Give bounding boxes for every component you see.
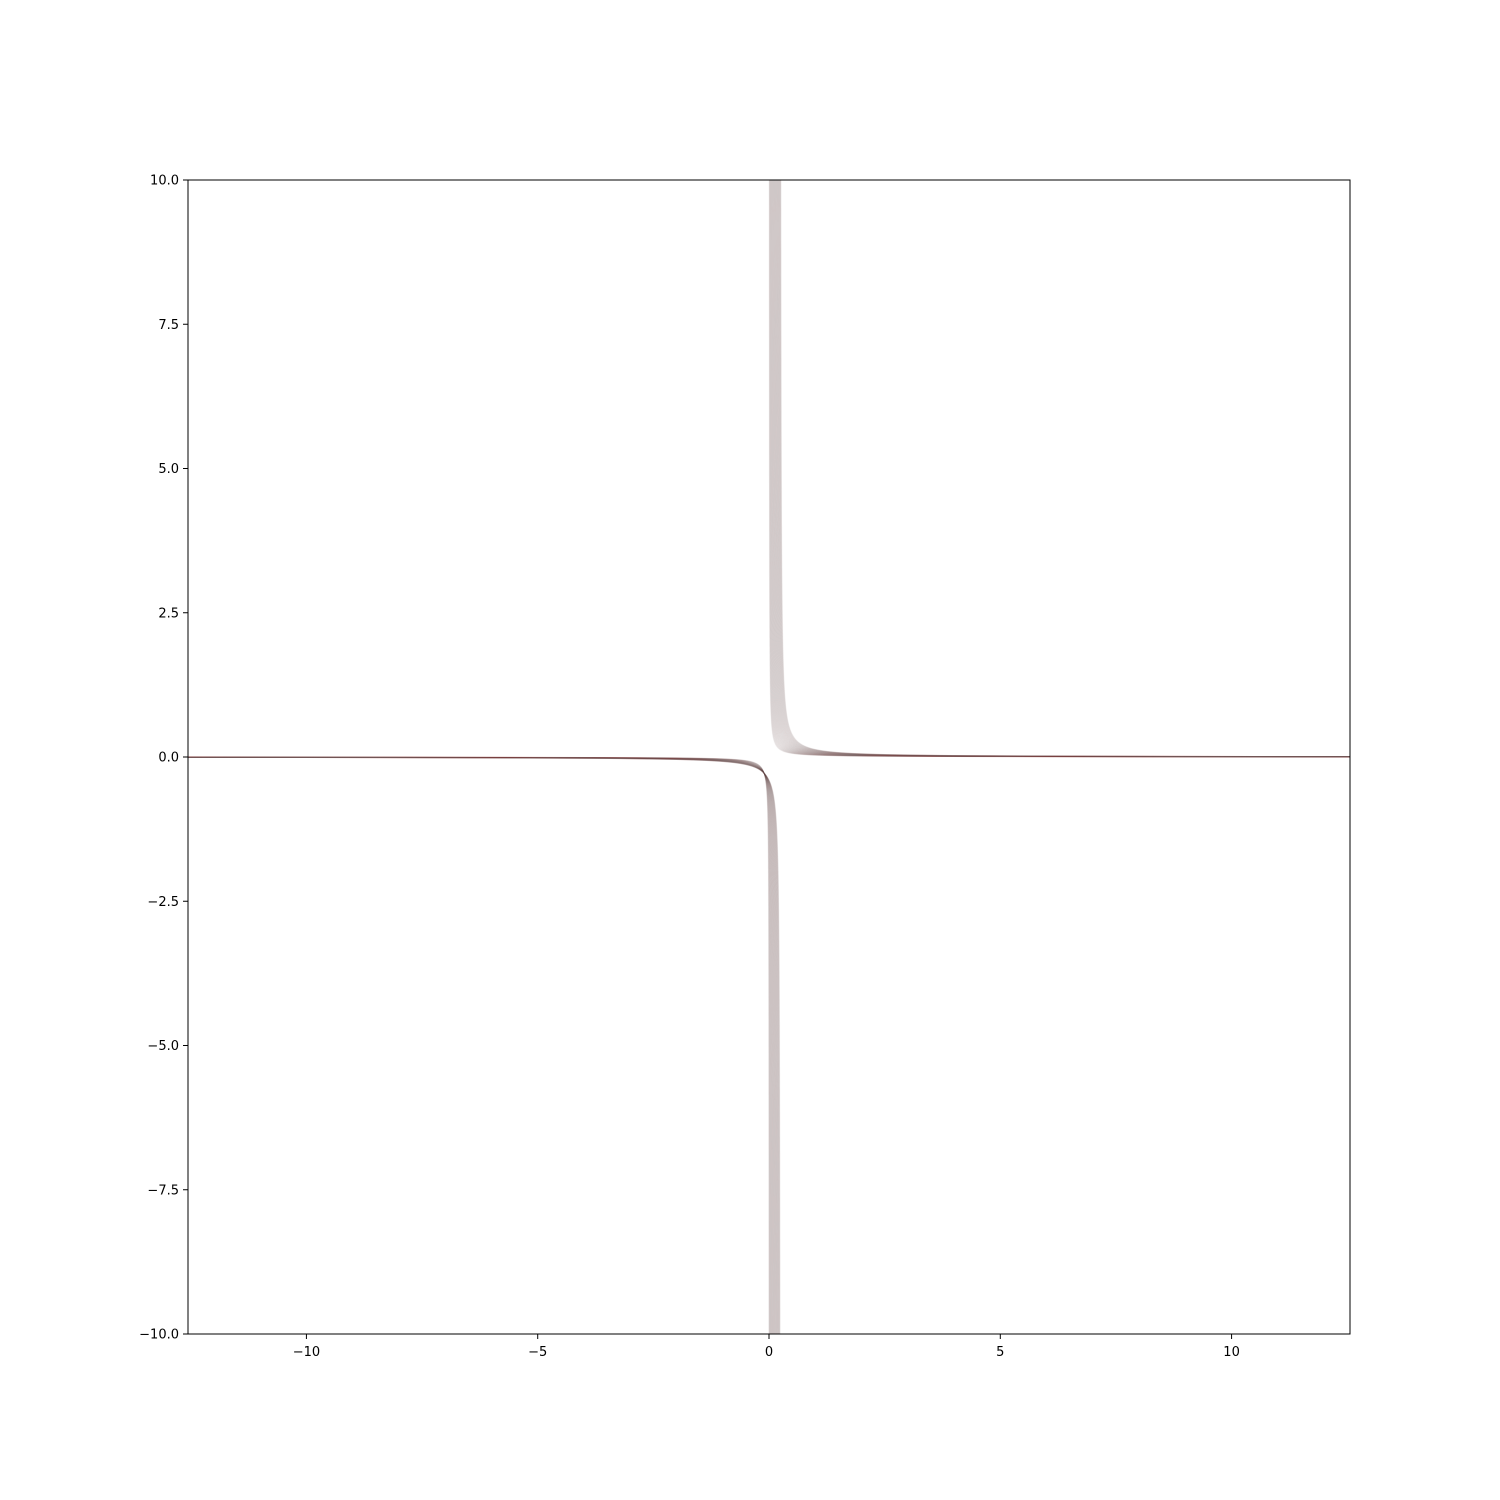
y-tick-label: −2.5	[147, 895, 179, 910]
y-axis: −10.0 −7.5 −5.0 −2.5 0.0 2.5 5.0 7.5 10.0	[139, 174, 188, 1343]
x-tick-label: −5	[528, 1345, 547, 1360]
y-tick-label: −10.0	[139, 1328, 179, 1343]
y-tick-label: 0.0	[158, 751, 179, 766]
x-tick-label: 0	[765, 1345, 773, 1360]
y-tick-label: 10.0	[150, 174, 179, 189]
y-tick-label: −7.5	[147, 1183, 179, 1198]
x-tick-label: 5	[996, 1345, 1004, 1360]
x-tick-label: 10	[1223, 1345, 1240, 1360]
y-tick-label: −5.0	[147, 1039, 179, 1054]
x-axis: −10 −5 0 5 10	[293, 1334, 1240, 1360]
y-tick-label: 5.0	[158, 462, 179, 477]
x-tick-label: −10	[293, 1345, 320, 1360]
y-tick-label: 7.5	[158, 318, 179, 333]
y-tick-label: 2.5	[158, 606, 179, 621]
